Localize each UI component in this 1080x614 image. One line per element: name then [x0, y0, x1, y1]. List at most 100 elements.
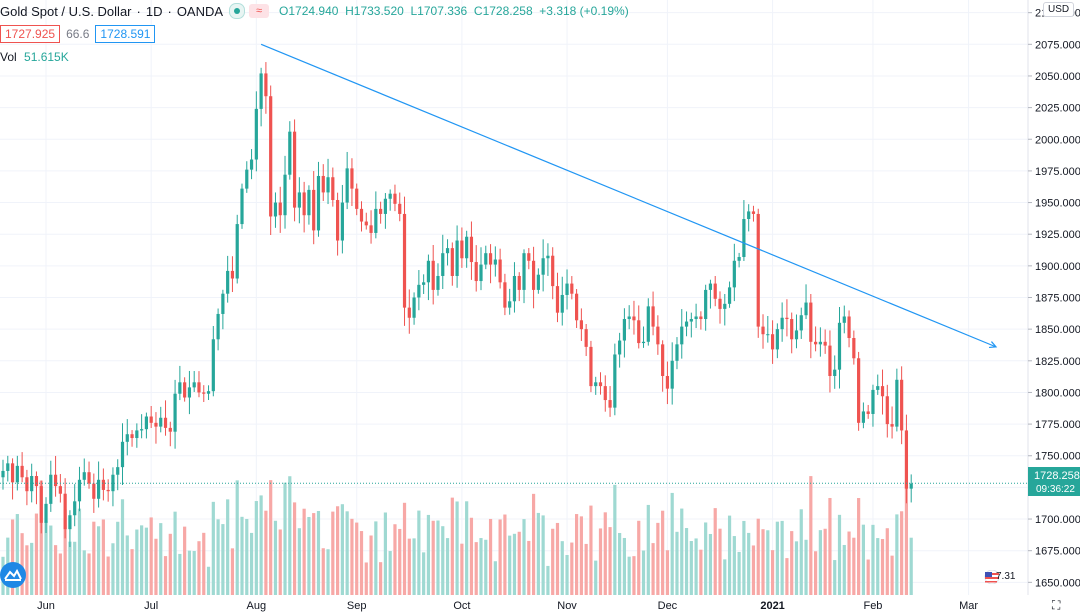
volume-bar	[594, 560, 598, 595]
volume-bar	[336, 506, 340, 595]
price-candles	[1, 62, 913, 548]
volume-bar	[97, 526, 101, 595]
high-value: H1733.520	[345, 4, 404, 18]
open-value: O1724.940	[279, 4, 339, 18]
volume-bar	[398, 528, 402, 595]
visibility-icon[interactable]	[229, 3, 246, 19]
price-tick-label: 1825.000	[1035, 356, 1080, 368]
volume-bar	[555, 522, 560, 595]
buy-price-button[interactable]: 1728.591	[95, 25, 156, 43]
low-value: L1707.336	[410, 4, 468, 18]
candle-body	[192, 382, 196, 388]
candle-body	[44, 503, 48, 523]
price-tick-label: 1975.000	[1035, 166, 1080, 178]
volume-bar	[785, 558, 789, 595]
candle-body	[340, 202, 344, 241]
candle-body	[713, 283, 717, 299]
volume-bar	[183, 526, 187, 595]
candle-body	[292, 131, 297, 208]
volume-bar	[15, 514, 19, 595]
time-tick-label: Jun	[37, 600, 55, 612]
candle-body	[608, 400, 612, 408]
volume-bar	[283, 482, 287, 595]
candle-body	[393, 193, 397, 204]
candle-body	[871, 389, 875, 414]
candle-body	[39, 486, 43, 523]
volume-bar	[742, 520, 746, 595]
tradingview-logo-icon[interactable]	[0, 562, 26, 588]
candle-body	[742, 219, 746, 257]
candle-body	[63, 493, 67, 530]
candle-body	[474, 262, 478, 282]
candle-body	[579, 320, 583, 330]
volume-bar	[135, 529, 139, 595]
candle-body	[1, 470, 5, 478]
candle-body	[359, 208, 364, 222]
candle-body	[895, 379, 899, 427]
currency-button[interactable]: USD	[1043, 2, 1075, 17]
candle-body	[240, 188, 244, 225]
volume-bar	[479, 538, 483, 595]
market-status-icon[interactable]: ≈	[249, 4, 270, 18]
trendline-segment	[260, 43, 997, 348]
candle-body	[441, 253, 445, 276]
candle-body	[465, 236, 469, 259]
candle-body	[508, 301, 512, 308]
volume-bar	[641, 550, 646, 595]
us-flag-icon[interactable]	[983, 570, 1001, 584]
interval-label[interactable]: 1D	[145, 3, 163, 19]
trendline-arrowhead	[988, 341, 998, 349]
volume-bar	[809, 476, 813, 595]
volume-bar	[422, 552, 426, 595]
price-scale[interactable]	[1028, 0, 1080, 614]
candle-body	[546, 255, 550, 259]
candle-body	[469, 236, 474, 263]
volume-bar	[173, 511, 177, 595]
candle-body	[618, 340, 622, 355]
volume-bar	[445, 538, 450, 595]
candle-body	[87, 472, 91, 484]
volume-bar	[111, 543, 115, 595]
volume-bar	[216, 519, 220, 595]
candle-body	[770, 334, 775, 350]
volume-bar	[73, 541, 77, 595]
volume-bar	[565, 554, 569, 595]
candle-body	[407, 307, 411, 318]
volume-bar	[159, 523, 163, 595]
volume-bar	[359, 531, 364, 595]
volume-bar	[632, 556, 636, 595]
candle-body	[140, 429, 144, 431]
price-tick-label: 1875.000	[1035, 293, 1080, 305]
candle-body	[316, 175, 321, 231]
candle-body	[431, 260, 435, 290]
candle-body	[723, 303, 727, 309]
candle-body	[584, 329, 588, 347]
volume-bar	[699, 549, 703, 595]
volume-bar	[818, 530, 822, 595]
candle-body	[58, 486, 62, 494]
candle-body	[388, 193, 392, 199]
candle-body	[551, 255, 555, 287]
volume-bar	[837, 514, 842, 595]
volume-bar	[379, 562, 383, 595]
volume-bar	[575, 514, 579, 595]
candle-body	[312, 189, 316, 231]
symbol-name[interactable]: Gold Spot / U.S. Dollar	[0, 3, 132, 19]
candle-body	[613, 354, 617, 408]
candle-body	[445, 248, 450, 254]
volume-bar	[646, 504, 650, 595]
candle-body	[704, 289, 708, 320]
volume-bar	[187, 550, 192, 595]
candle-body	[694, 316, 698, 320]
volume-label[interactable]: Vol	[0, 50, 17, 64]
candle-body	[53, 474, 58, 487]
volume-bar	[202, 532, 206, 595]
volume-bar	[484, 539, 488, 595]
sell-price-button[interactable]: 1727.925	[0, 25, 61, 43]
volume-bar	[297, 528, 301, 595]
trendline[interactable]	[260, 43, 998, 349]
candle-body	[785, 317, 789, 320]
candle-body	[665, 375, 670, 389]
settings-icon[interactable]: ⛶	[1052, 598, 1061, 612]
